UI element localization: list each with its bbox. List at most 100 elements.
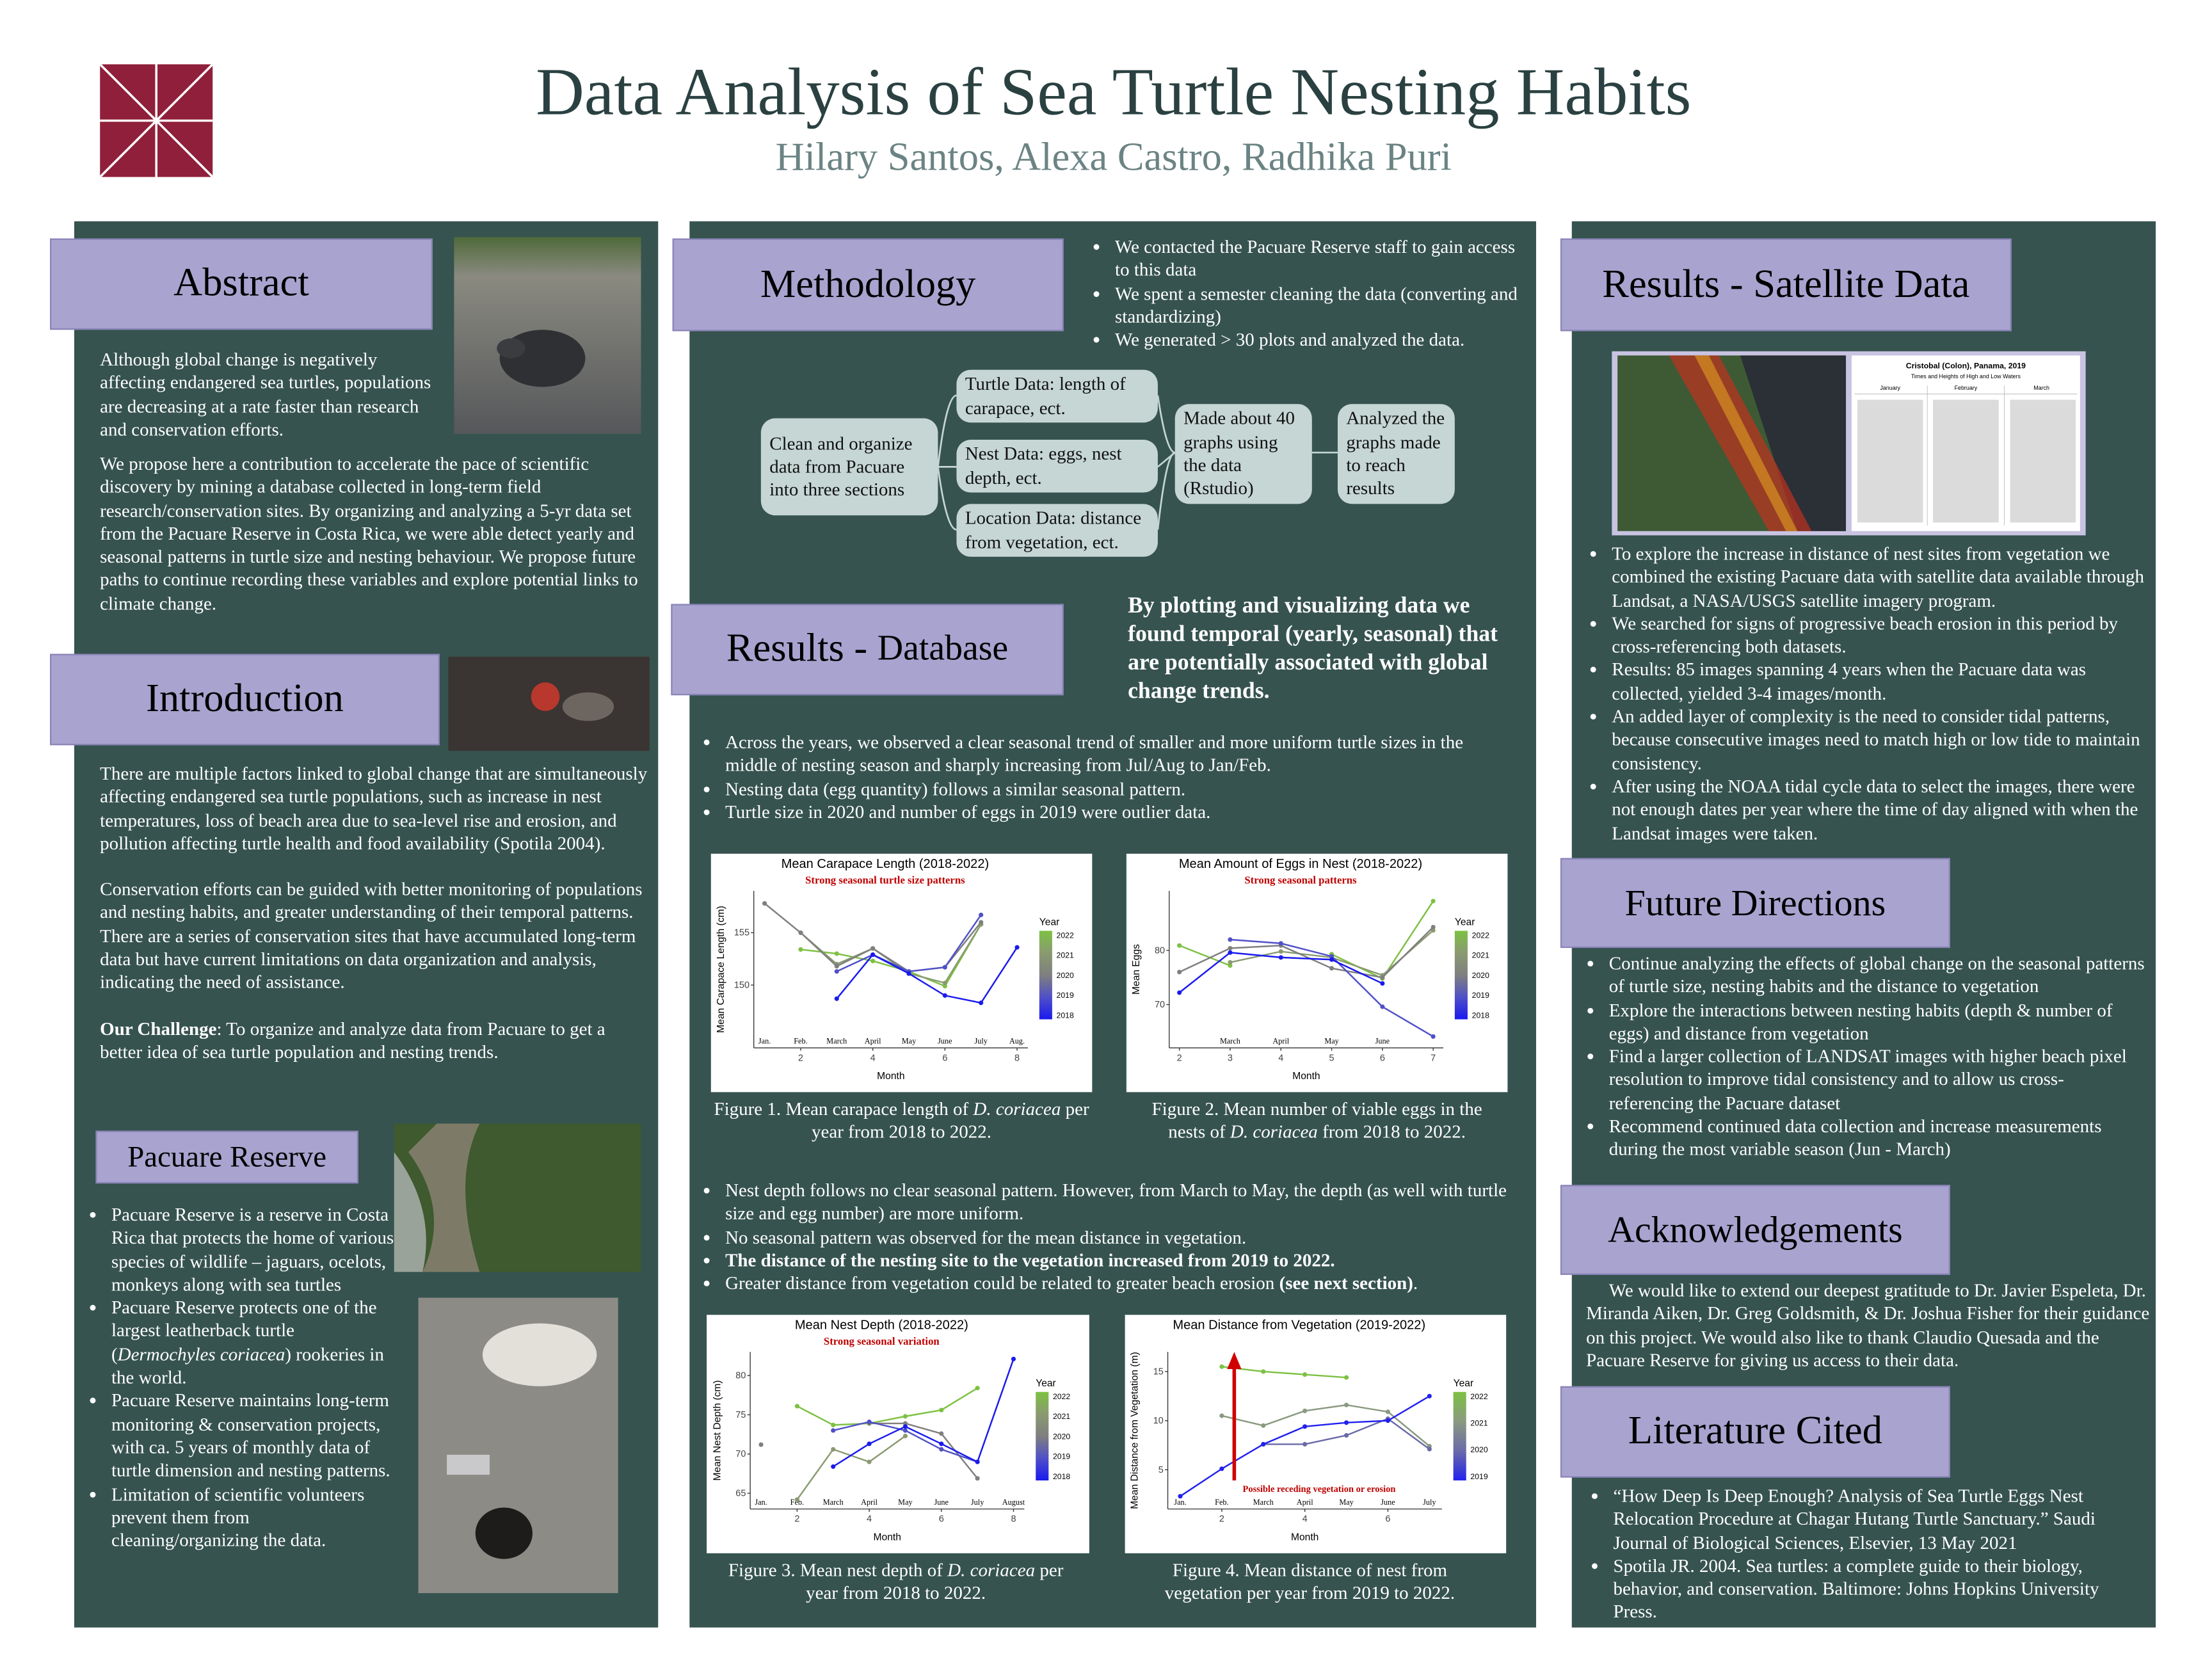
data-point	[834, 969, 839, 974]
legend-title: Year	[1454, 1378, 1474, 1389]
section-heading: Literature Cited	[1560, 1386, 1950, 1478]
chart-subtitle: Strong seasonal turtle size patterns	[805, 874, 965, 886]
month-label: Feb.	[1215, 1498, 1228, 1507]
legend-label: 2020	[1053, 1432, 1070, 1441]
data-point	[1219, 1364, 1224, 1369]
bullet: After using the NOAA tidal cycle data to…	[1612, 775, 2145, 845]
bullet: Recommend continued data collection and …	[1609, 1115, 2146, 1162]
species-name: Dermochyles coriacea	[117, 1343, 285, 1365]
y-tick-label: 80	[735, 1371, 746, 1381]
flow-box: Analyzed the graphs made to reach result…	[1337, 404, 1455, 504]
data-point	[942, 965, 947, 970]
x-tick-label: 3	[1228, 1053, 1233, 1063]
paragraph: Although global change is negatively aff…	[100, 348, 431, 440]
colorbar	[1453, 1391, 1466, 1481]
data-point	[979, 912, 984, 918]
text: Greater distance from vegetation could b…	[725, 1272, 1279, 1294]
data-point	[1219, 1413, 1224, 1418]
data-point	[1302, 1424, 1308, 1429]
series-line	[800, 924, 982, 988]
legend-label: 2019	[1472, 991, 1489, 1000]
x-axis-label: Month	[1291, 1532, 1318, 1543]
data-point	[1302, 1372, 1308, 1377]
section-heading: Pacuare Reserve	[95, 1130, 358, 1184]
data-point	[762, 901, 767, 906]
bullet: Pacuare Reserve maintains long-term moni…	[111, 1390, 394, 1482]
image-month: March	[2033, 385, 2049, 391]
chart: Mean Nest Depth (2018-2022) Strong season…	[707, 1315, 1089, 1553]
data-point	[939, 1431, 944, 1436]
data-point	[1261, 1441, 1266, 1447]
data-point	[1343, 1402, 1349, 1407]
chart-title: Mean Nest Depth (2018-2022)	[795, 1318, 968, 1333]
chart: Mean Amount of Eggs in Nest (2018-2022) S…	[1126, 853, 1508, 1093]
data-point	[939, 1407, 944, 1413]
month-label: March	[826, 1036, 847, 1045]
flow-box: Turtle Data: length of carapace, ect.	[956, 369, 1158, 423]
eggs-photo	[418, 1297, 618, 1594]
section-heading: Methodology	[672, 238, 1064, 332]
text: .	[1413, 1272, 1418, 1294]
bullet: Turtle size in 2020 and number of eggs i…	[725, 801, 1473, 824]
annotation: Possible receding vegetation or erosion	[1242, 1484, 1395, 1495]
month-label: May	[1324, 1036, 1339, 1045]
data-point	[1177, 970, 1182, 975]
data-point	[906, 971, 911, 976]
series-line	[833, 1358, 1014, 1468]
y-tick-label: 150	[734, 981, 749, 991]
image-month: January	[1880, 385, 1900, 391]
data-point	[798, 930, 803, 935]
x-tick-label: 2	[1177, 1053, 1182, 1063]
highlight-text: By plotting and visualizing data we foun…	[1128, 593, 1498, 704]
month-label: Feb.	[794, 1036, 807, 1045]
bullet: Spotila JR. 2004. Sea turtles: a complet…	[1613, 1555, 2140, 1624]
text: Figure 4. Mean distance of nest from veg…	[1164, 1559, 1455, 1604]
data-point	[902, 1424, 908, 1429]
data-point	[1261, 1369, 1266, 1374]
data-point	[1177, 943, 1182, 948]
results-text: Across the years, we observed a clear se…	[702, 731, 1473, 824]
data-point	[1385, 1409, 1391, 1415]
bullet: We generated > 30 plots and analyzed the…	[1115, 328, 1520, 351]
colorbar	[1036, 1391, 1049, 1481]
month-label: March	[823, 1498, 844, 1507]
month-label: March	[1253, 1498, 1274, 1507]
data-point	[1278, 955, 1283, 960]
month-label: June	[938, 1036, 952, 1045]
data-point	[1385, 1418, 1391, 1423]
x-tick-label: 2	[794, 1514, 799, 1525]
colorbar	[1039, 931, 1052, 1020]
text: per year from 2018 to 2022.	[806, 1559, 1064, 1604]
abstract-text: Although global change is negatively aff…	[100, 348, 435, 441]
results-text: Nest depth follows no clear seasonal pat…	[702, 1179, 1516, 1295]
flow-connectors	[937, 394, 1338, 531]
data-point	[1278, 949, 1283, 954]
data-point	[1343, 1433, 1349, 1438]
bullet: Pacuare Reserve protects one of the larg…	[111, 1297, 394, 1390]
data-point	[1178, 1494, 1183, 1499]
bullet-list: Across the years, we observed a clear se…	[702, 731, 1473, 824]
bullet: Pacuare Reserve is a reserve in Costa Ri…	[111, 1203, 394, 1296]
bullet: Across the years, we observed a clear se…	[725, 731, 1473, 778]
legend-label: 2022	[1053, 1392, 1070, 1401]
x-tick-label: 2	[1219, 1514, 1224, 1525]
logo	[100, 64, 213, 177]
data-point	[870, 952, 876, 958]
data-point	[902, 1421, 908, 1426]
figure-caption: Figure 3. Mean nest depth of D. coriacea…	[721, 1559, 1070, 1606]
bullet: Find a larger collection of LANDSAT imag…	[1609, 1045, 2146, 1115]
bullet-list: We contacted the Pacuare Reserve staff t…	[1092, 236, 1520, 352]
bullet-list: Continue analyzing the effects of global…	[1586, 952, 2145, 1162]
series-line	[796, 1387, 978, 1426]
data-point	[831, 1464, 836, 1469]
y-axis-label: Mean Eggs	[1131, 944, 1142, 995]
data-point	[1011, 1356, 1016, 1361]
data-point	[1329, 966, 1334, 971]
text: Pacuare Reserve protects one of the larg…	[111, 1296, 377, 1365]
x-tick-label: 6	[942, 1053, 947, 1063]
legend-label: 2019	[1470, 1472, 1487, 1481]
month-label: June	[1375, 1036, 1390, 1045]
legend-label: 2020	[1472, 971, 1489, 980]
section-heading: Acknowledgements	[1560, 1185, 1950, 1275]
chart-title: Mean Distance from Vegetation (2019-2022…	[1173, 1318, 1425, 1333]
